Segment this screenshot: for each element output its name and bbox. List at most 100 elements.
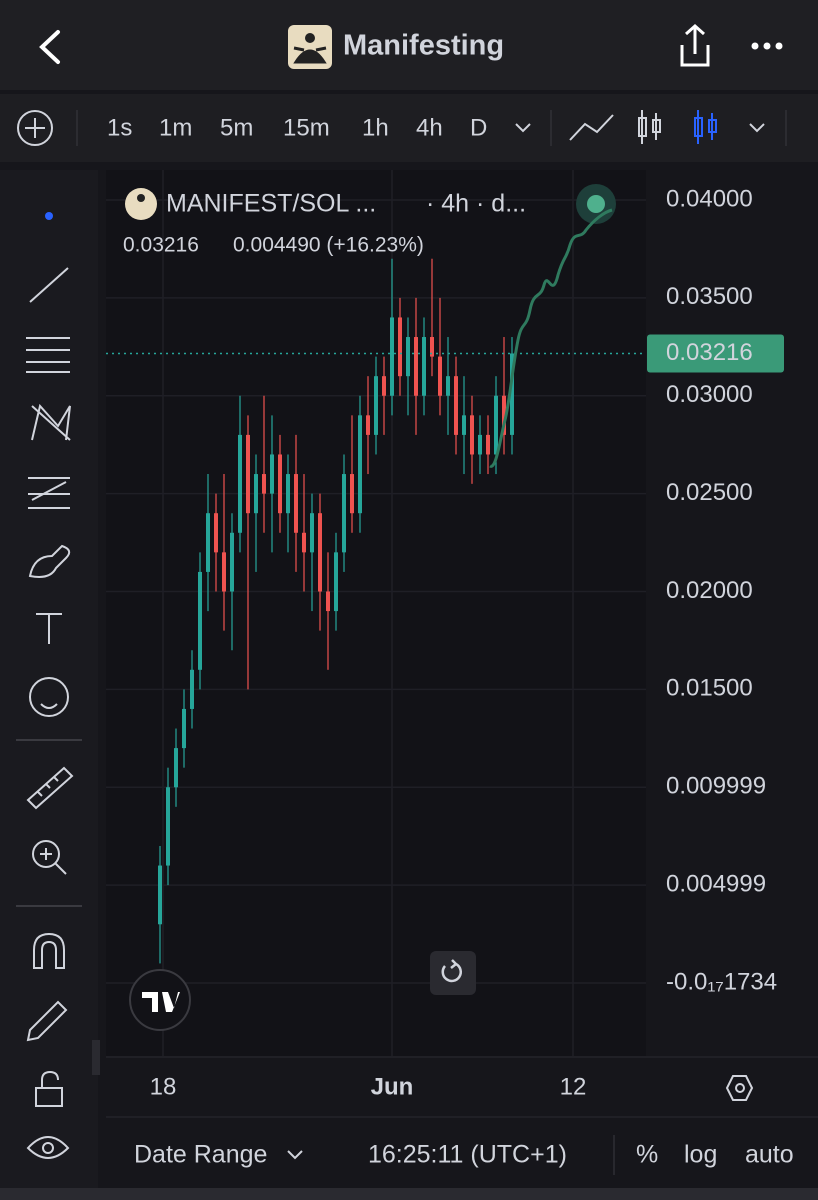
interval-button[interactable]: 5m (220, 114, 253, 141)
candle-body (446, 376, 450, 396)
candle-body (278, 454, 282, 514)
last-price-label: 0.03216 (666, 339, 753, 366)
candle-body (206, 513, 210, 572)
candle-body (182, 708, 186, 749)
eye-pupil (42, 1142, 54, 1154)
legend-change: 0.004490 (+16.23%) (233, 234, 424, 257)
chart-type-dropdown[interactable] (749, 123, 765, 133)
reset-button[interactable] (430, 951, 476, 995)
magnet-tool[interactable] (33, 932, 65, 969)
tradingview-logo-mark (142, 992, 180, 1012)
share-button[interactable] (680, 23, 710, 67)
zoom-tool[interactable] (32, 840, 60, 868)
heikin-ashi-button[interactable] (694, 110, 717, 144)
ruler-tool[interactable] (26, 766, 74, 810)
lock-drawing-tool[interactable] (26, 1000, 68, 1042)
toolbar (0, 94, 818, 162)
y-tick-label: 0.004999 (666, 870, 766, 897)
pattern-tool[interactable] (31, 403, 71, 441)
candle-body (486, 434, 490, 455)
fib-tool[interactable] (26, 337, 70, 373)
date-range-button[interactable]: Date Range (134, 1141, 267, 1169)
symbol-name: MANIFEST/SOL ... (166, 190, 376, 218)
line-chart-button[interactable] (569, 114, 614, 141)
projection-tool[interactable] (28, 477, 70, 509)
candle-body (158, 865, 162, 925)
candle-body (502, 395, 506, 435)
x-tick-label: 12 (560, 1073, 587, 1100)
auto-toggle[interactable]: auto (745, 1141, 794, 1169)
candle-body (166, 787, 170, 866)
candle-body (430, 337, 434, 357)
candle-body (254, 474, 258, 514)
candle-body (422, 337, 426, 396)
chart-pane (106, 170, 646, 1056)
interval-button[interactable]: 1m (159, 114, 192, 141)
header-title: Manifesting (343, 30, 504, 62)
visibility-tool[interactable] (26, 1136, 70, 1159)
symbol-avatar (125, 188, 157, 220)
settings-icon (735, 1083, 745, 1093)
y-tick-label: 0.02000 (666, 577, 753, 604)
candle-body (342, 474, 346, 553)
candle-body (270, 454, 274, 494)
y-tick-label: 0.009999 (666, 773, 766, 800)
interval-dropdown[interactable] (515, 123, 531, 133)
y-tick-label: 0.03000 (666, 381, 753, 408)
candle-body (438, 356, 442, 396)
add-icon (25, 118, 45, 138)
candle-body (462, 415, 466, 435)
interval-button[interactable]: 1h (362, 114, 389, 141)
interval-button[interactable]: 4h (416, 114, 443, 141)
brush-tool[interactable] (28, 544, 71, 578)
candle-body (382, 376, 386, 396)
candle-body (406, 337, 410, 377)
candle-body (302, 532, 306, 553)
interval-button[interactable]: D (470, 114, 487, 141)
hand-drawn-path (489, 208, 613, 468)
reset-icon (441, 959, 463, 983)
candle-body (494, 395, 498, 455)
symbol-meta: · 4h · d... (426, 190, 526, 218)
tool-sidebar (0, 170, 98, 1200)
candle-body (350, 474, 354, 514)
percent-toggle[interactable]: % (636, 1141, 658, 1169)
x-tick-label: 18 (150, 1073, 177, 1100)
candle-body (214, 513, 218, 553)
candle-body (334, 552, 338, 612)
candle-body (198, 571, 202, 670)
interval-button[interactable]: 1s (107, 114, 132, 141)
candle-body (246, 434, 250, 514)
y-tick-label: 0.04000 (666, 185, 753, 212)
candle-body (318, 513, 322, 592)
cursor-tool[interactable] (45, 212, 53, 220)
tradingview-logo[interactable] (129, 969, 191, 1031)
candle-body (398, 317, 402, 377)
emoji-smile (40, 703, 58, 709)
candle-body (262, 474, 266, 494)
date-range-dropdown (287, 1150, 303, 1160)
candle-body (510, 353, 514, 435)
candle-body (310, 513, 314, 553)
add-button[interactable] (17, 110, 53, 146)
emoji-tool[interactable] (29, 677, 69, 717)
y-tick-label: 0.01500 (666, 675, 753, 702)
log-toggle[interactable]: log (684, 1141, 717, 1169)
trendline-tool[interactable] (29, 267, 69, 303)
settings-button[interactable] (725, 1075, 754, 1101)
interval-button[interactable]: 15m (283, 114, 330, 141)
back-button[interactable] (39, 30, 60, 64)
text-tool[interactable] (36, 613, 62, 644)
bottom-edge (0, 1188, 818, 1200)
legend-price: 0.03216 (123, 234, 199, 257)
more-button[interactable] (751, 42, 783, 50)
candle-chart-button[interactable] (638, 110, 661, 144)
live-indicator (587, 195, 605, 213)
candle-body (222, 552, 226, 592)
last-price-tag (647, 334, 784, 373)
collapse-handle[interactable] (92, 1040, 100, 1075)
unlock-tool[interactable] (35, 1070, 63, 1107)
time-label: 16:25:11 (UTC+1) (368, 1141, 567, 1169)
avatar-figure (293, 46, 327, 64)
